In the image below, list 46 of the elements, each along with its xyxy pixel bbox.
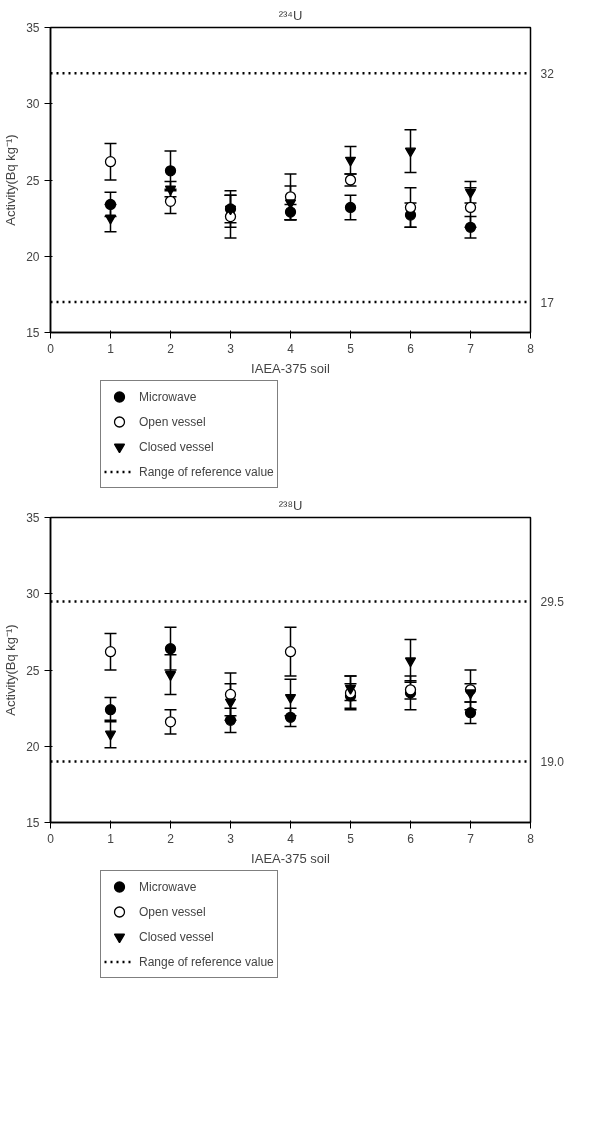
y-tick-label: 35: [26, 511, 40, 525]
x-tick-label: 7: [467, 831, 475, 846]
x-axis-title: IAEA-375 soil: [251, 360, 330, 376]
legend-label: Microwave: [139, 878, 197, 896]
x-tick-label: 2: [167, 341, 175, 356]
y-tick-label: 15: [26, 816, 40, 830]
legend-label: Open vessel: [139, 903, 206, 921]
y-tick-label: 25: [26, 663, 40, 678]
y-tick-label: 30: [26, 97, 40, 112]
x-tick-label: 0: [47, 341, 55, 356]
legend-label: Open vessel: [139, 413, 206, 431]
x-tick-label: 4: [287, 831, 295, 846]
y-tick-label: 35: [26, 21, 40, 35]
y-axis-title: Activity(Bq kg⁻¹): [3, 624, 19, 716]
x-tick-label: 3: [227, 341, 235, 356]
x-tick-label: 8: [527, 341, 535, 356]
x-tick-label: 6: [407, 831, 415, 846]
x-tick-label: 7: [467, 341, 475, 356]
y-tick-label: 25: [26, 173, 40, 188]
x-axis-title: IAEA-375 soil: [251, 850, 330, 866]
y-tick-label: 30: [26, 587, 40, 602]
x-tick-label: 6: [407, 341, 415, 356]
y-axis-title: Activity(Bq kg⁻¹): [3, 134, 19, 226]
ref-line-label: 17: [540, 295, 555, 310]
x-tick-label: 0: [47, 831, 55, 846]
x-tick-label: 8: [527, 831, 535, 846]
x-tick-label: 4: [287, 341, 295, 356]
chart-title: ²³⁴U: [278, 7, 303, 23]
y-tick-label: 20: [26, 739, 40, 754]
ref-line-label: 32: [540, 66, 555, 81]
text: Range of reference value: [139, 463, 274, 481]
x-tick-label: 1: [107, 341, 115, 356]
x-tick-label: 1: [107, 831, 115, 846]
x-tick-label: 5: [347, 831, 355, 846]
x-tick-label: 2: [167, 831, 175, 846]
legend-label: Closed vessel: [139, 438, 214, 456]
chart-title: ²³⁸U: [278, 497, 303, 513]
legend-label: Microwave: [139, 388, 197, 406]
x-tick-label: 3: [227, 831, 235, 846]
x-tick-label: 5: [347, 341, 355, 356]
y-tick-label: 15: [26, 326, 40, 340]
legend-label: Closed vessel: [139, 928, 214, 946]
y-tick-label: 20: [26, 249, 40, 264]
ref-line-label: 29.5: [540, 594, 565, 609]
ref-line-label: 19.0: [540, 755, 565, 769]
text: Range of reference value: [139, 953, 274, 971]
